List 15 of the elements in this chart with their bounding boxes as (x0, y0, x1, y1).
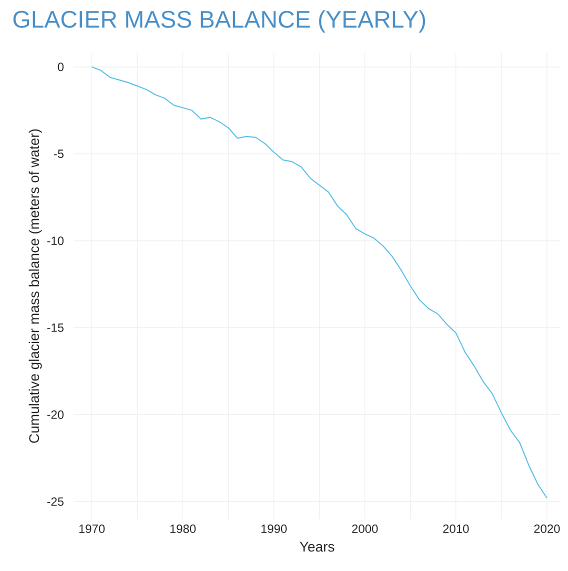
y-axis-title: Cumulative glacier mass balance (meters of water) (28, 129, 42, 443)
x-axis-title: Years (300, 542, 334, 552)
x-tick-label: 2020 (534, 524, 560, 534)
x-tick-label: 2000 (352, 524, 378, 534)
chart-title: GLACIER MASS BALANCE (YEARLY) (13, 10, 426, 33)
x-tick-label: 2010 (443, 524, 469, 534)
y-tick-label: -5 (54, 150, 64, 158)
y-tick-label: -20 (47, 410, 64, 419)
x-tick-label: 1980 (170, 524, 196, 534)
y-tick-label: -15 (47, 324, 64, 332)
y-tick-label: -10 (47, 236, 64, 246)
y-tick-label: -25 (47, 497, 64, 506)
y-tick-label: 0 (58, 62, 64, 72)
x-tick-label: 1990 (261, 524, 287, 534)
x-tick-label: 1970 (79, 524, 105, 534)
